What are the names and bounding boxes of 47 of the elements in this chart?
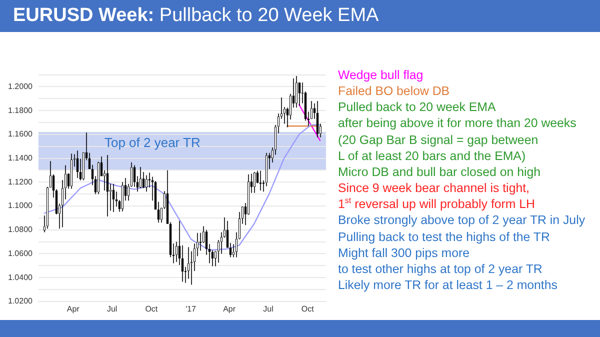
chart-title: EURUSD Week: Pullback to 20 Week EMA bbox=[0, 0, 600, 32]
candlestick bbox=[121, 182, 124, 212]
candlestick bbox=[139, 166, 142, 188]
text: Likely more TR for at least 1 – 2 months bbox=[338, 277, 558, 294]
text: Failed BO below DB bbox=[338, 83, 451, 100]
candlestick bbox=[142, 172, 145, 188]
x-tick-label: Jul bbox=[106, 304, 118, 314]
y-tick-label: 1.1200 bbox=[8, 177, 34, 186]
candlestick bbox=[295, 76, 298, 108]
y-tick-label: 1.1600 bbox=[8, 130, 34, 139]
text: after being above it for more than 20 weeks bbox=[338, 115, 578, 132]
text: L of at least 20 bars and the EMA) bbox=[338, 148, 527, 164]
y-tick-label: 1.1000 bbox=[8, 201, 34, 210]
y-tick-label: 1.0800 bbox=[8, 225, 34, 234]
x-tick-label: '17 bbox=[186, 304, 197, 314]
x-tick-label: Jul bbox=[263, 304, 274, 314]
text: to test other highs at top of 2 year TR bbox=[338, 260, 544, 278]
text: Might fall 300 pips more bbox=[338, 244, 471, 261]
y-tick-label: 1.1400 bbox=[8, 153, 34, 162]
x-tick-label: Apr bbox=[66, 304, 80, 314]
candlestick bbox=[133, 164, 136, 188]
x-tick-label: Apr bbox=[223, 304, 236, 314]
x-tick-label: Oct bbox=[301, 304, 315, 314]
y-tick-label: 1.0600 bbox=[8, 248, 34, 258]
candlestick bbox=[175, 241, 178, 262]
candlestick bbox=[106, 154, 109, 217]
candlestick bbox=[298, 82, 301, 106]
candlestick bbox=[145, 174, 148, 192]
x-tick-label: Oct bbox=[145, 304, 158, 314]
text: (20 Gap Bar B signal = gap between bbox=[338, 132, 540, 148]
text: Pulling back to test the highs of the TR bbox=[338, 228, 551, 245]
candlestick bbox=[316, 100, 319, 138]
y-tick-label: 1.0200 bbox=[8, 296, 34, 306]
y-tick-label: 1.1800 bbox=[8, 106, 34, 115]
candlestick bbox=[70, 153, 73, 190]
band-label: Top of 2 year TR bbox=[104, 135, 200, 150]
y-tick-label: 1.0400 bbox=[8, 272, 34, 282]
text: Since 9 week bear channel is tight, bbox=[338, 180, 530, 196]
candlestick bbox=[97, 162, 100, 194]
text: Wedge bull flag bbox=[338, 67, 424, 84]
candlestick bbox=[253, 172, 256, 194]
text: Micro DB and bull bar closed on high bbox=[338, 164, 542, 180]
text: Pulled back to 20 week EMA bbox=[338, 99, 497, 116]
y-tick-label: 1.2000 bbox=[8, 82, 34, 91]
text: 1$^{st}$ reversal up will probably form LH bbox=[338, 196, 536, 212]
text: Broke strongly above top of 2 year TR in July bbox=[338, 212, 586, 229]
candlestick bbox=[112, 184, 115, 212]
